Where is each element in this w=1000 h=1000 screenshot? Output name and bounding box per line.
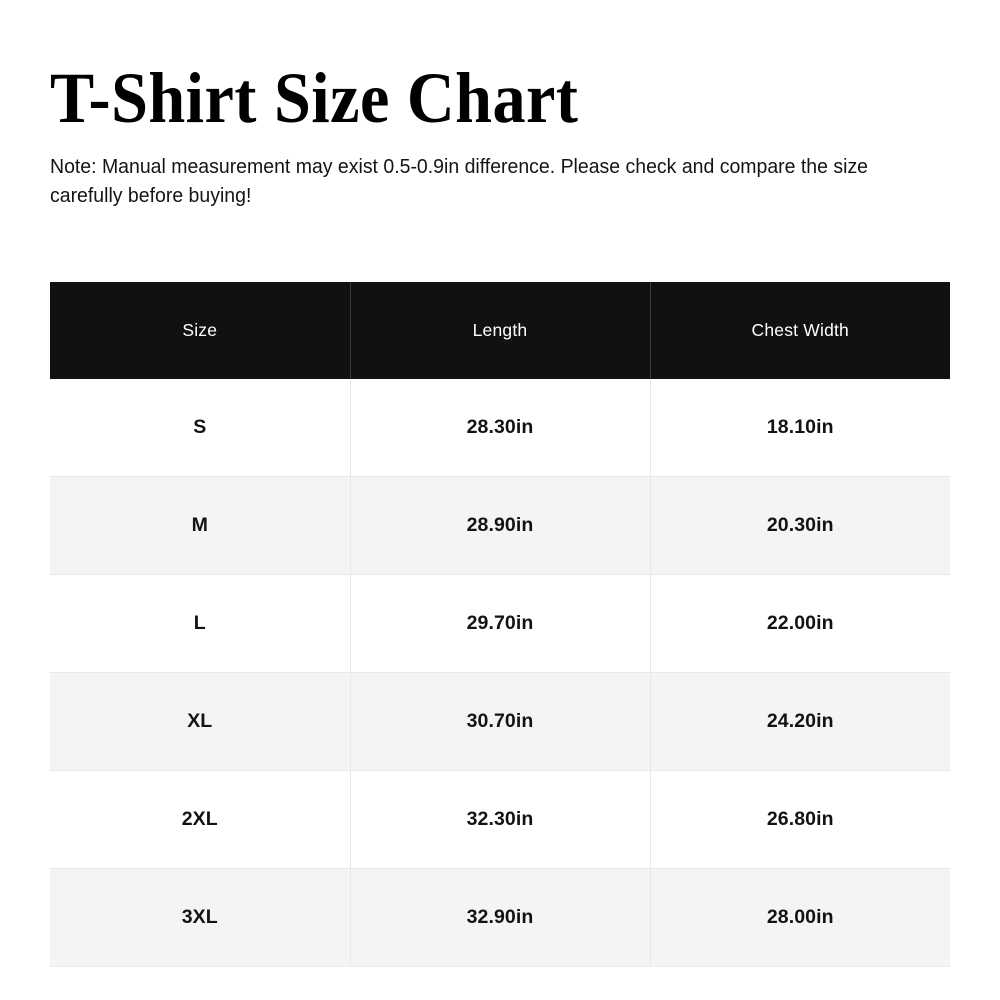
table-header-row: Size Length Chest Width	[50, 282, 950, 379]
cell-chest-width: 26.80in	[650, 770, 950, 869]
cell-length: 28.90in	[350, 476, 651, 575]
table-row: 3XL 32.90in 28.00in	[50, 868, 950, 967]
cell-size: 2XL	[50, 770, 351, 869]
cell-chest-width: 22.00in	[650, 574, 950, 673]
table-row: M 28.90in 20.30in	[50, 476, 950, 575]
cell-size: XL	[50, 672, 351, 771]
table-row: L 29.70in 22.00in	[50, 574, 950, 673]
cell-chest-width: 24.20in	[650, 672, 950, 771]
column-header-length: Length	[350, 282, 651, 379]
cell-size: 3XL	[50, 868, 351, 967]
cell-chest-width: 20.30in	[650, 476, 950, 575]
size-chart-table: Size Length Chest Width S 28.30in 18.10i…	[50, 282, 950, 967]
table-row: XL 30.70in 24.20in	[50, 672, 950, 771]
column-header-size: Size	[50, 282, 351, 379]
cell-size: M	[50, 476, 351, 575]
table-row: 2XL 32.30in 26.80in	[50, 770, 950, 869]
cell-length: 29.70in	[350, 574, 651, 673]
column-header-chest-width: Chest Width	[650, 282, 950, 379]
cell-size: L	[50, 574, 351, 673]
table-header: Size Length Chest Width	[50, 282, 950, 379]
size-table-container: Size Length Chest Width S 28.30in 18.10i…	[50, 282, 950, 967]
cell-length: 30.70in	[350, 672, 651, 771]
cell-chest-width: 28.00in	[650, 868, 950, 967]
measurement-note: Note: Manual measurement may exist 0.5-0…	[50, 155, 869, 208]
page-title: T-Shirt Size Chart	[50, 58, 579, 138]
cell-chest-width: 18.10in	[650, 379, 950, 477]
header-block: T-Shirt Size Chart Note: Manual measurem…	[50, 62, 950, 210]
table-row: S 28.30in 18.10in	[50, 379, 950, 477]
table-body: S 28.30in 18.10in M 28.90in 20.30in L 29…	[50, 379, 950, 967]
cell-size: S	[50, 379, 351, 477]
cell-length: 32.30in	[350, 770, 651, 869]
cell-length: 28.30in	[350, 379, 651, 477]
cell-length: 32.90in	[350, 868, 651, 967]
